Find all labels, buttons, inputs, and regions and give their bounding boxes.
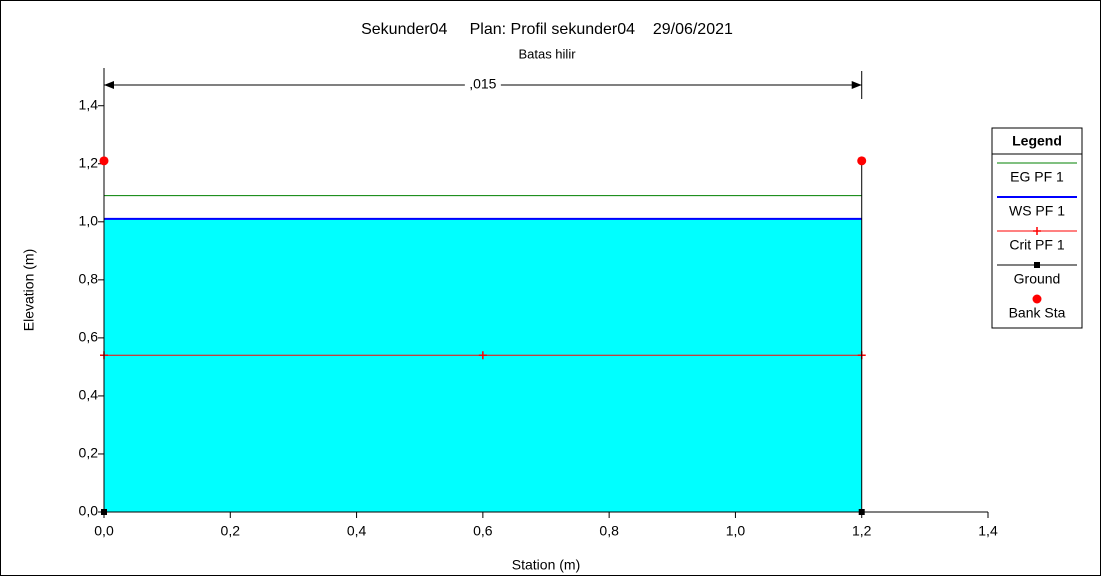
legend-marker: [1033, 227, 1041, 235]
x-tick-label: 1,2: [852, 523, 872, 539]
series-line: [103, 160, 863, 513]
legend-label: EG PF 1: [1010, 169, 1064, 185]
series-point: [858, 509, 865, 515]
legend-marker: [1034, 262, 1040, 268]
x-tick-label: 0,6: [473, 523, 493, 539]
series-point: [99, 156, 109, 166]
legend-label: WS PF 1: [1009, 203, 1065, 219]
y-axis-label: Elevation (m): [21, 249, 37, 331]
y-tick-label: 1,2: [79, 154, 99, 170]
legend-label: Crit PF 1: [1009, 237, 1064, 253]
chart-subtitle: Batas hilir: [518, 46, 576, 61]
series-point: [857, 156, 867, 166]
x-tick-label: 1,0: [726, 523, 746, 539]
y-tick-label: 0,4: [79, 387, 99, 403]
x-tick-label: 0,0: [94, 523, 114, 539]
y-tick-label: 0,6: [79, 329, 99, 345]
chart-title: Sekunder04 Plan: Profil sekunder04 29/06…: [361, 21, 733, 38]
y-tick-label: 0,8: [79, 271, 99, 287]
x-axis-label: Station (m): [512, 557, 580, 573]
y-tick-label: 1,0: [79, 213, 99, 229]
legend-marker: [1032, 294, 1042, 304]
x-tick-label: 0,2: [221, 523, 241, 539]
series-point: [101, 509, 107, 515]
x-tick-label: 0,4: [347, 523, 367, 539]
x-tick-label: 0,8: [599, 523, 619, 539]
x-tick-label: 1,4: [978, 523, 998, 539]
annotation: ,015: [469, 76, 496, 92]
y-tick-label: 0,2: [79, 445, 99, 461]
legend-label: Bank Sta: [1009, 305, 1066, 321]
annotation-bg: [464, 76, 501, 94]
legend-title: Legend: [1012, 133, 1062, 149]
y-tick-label: 1,4: [79, 96, 99, 112]
series-point: [478, 351, 487, 360]
y-tick-label: 0,0: [79, 503, 99, 519]
water-fill: [104, 218, 862, 512]
legend-label: Ground: [1014, 271, 1061, 287]
